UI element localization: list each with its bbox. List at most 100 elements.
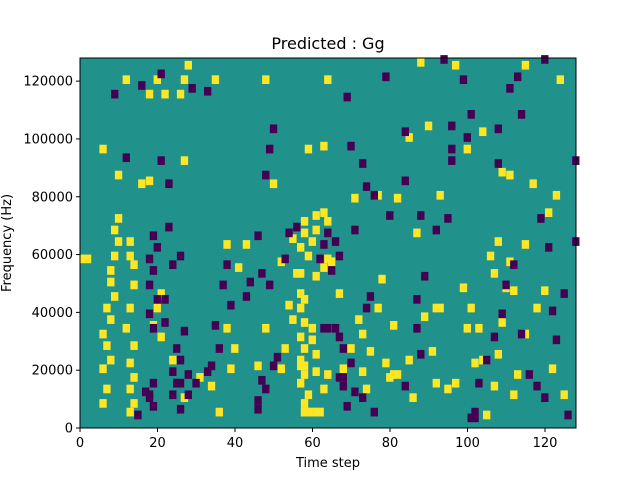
high-cell-151	[486, 251, 495, 261]
high-cell-21	[180, 156, 189, 165]
low-cell-55	[362, 303, 371, 313]
high-cell-134	[459, 283, 468, 293]
low-cell-20	[161, 295, 169, 304]
low-cell-101	[448, 156, 456, 165]
low-cell-105	[440, 55, 448, 64]
high-cells-group	[80, 58, 568, 420]
high-cell-161	[413, 228, 421, 238]
low-cell-86	[533, 381, 541, 391]
high-cell-95	[157, 289, 165, 298]
high-cell-25	[463, 144, 471, 154]
y-tick-label: 120000	[23, 75, 73, 90]
high-cell-6	[184, 60, 192, 70]
low-cell-58	[362, 182, 371, 191]
low-cell-108	[204, 86, 212, 96]
high-cell-30	[145, 176, 154, 186]
high-cell-26	[479, 127, 487, 137]
high-cell-55	[297, 332, 305, 342]
low-cell-67	[413, 323, 421, 333]
high-cell-98	[157, 332, 165, 342]
low-cell-66	[417, 349, 425, 359]
high-cell-130	[421, 312, 429, 322]
high-cell-54	[300, 318, 309, 327]
high-cell-63	[312, 349, 320, 359]
high-cell-123	[374, 303, 382, 313]
high-cell-42	[320, 208, 328, 217]
high-cell-48	[312, 271, 320, 281]
low-cell-42	[335, 251, 344, 261]
high-cell-7	[122, 75, 130, 85]
low-cell-3	[149, 266, 158, 275]
heatmap-background	[80, 58, 576, 428]
high-cell-143	[506, 257, 514, 267]
high-cell-3	[300, 407, 324, 417]
high-cell-118	[339, 364, 347, 374]
low-cell-90	[560, 289, 568, 298]
high-cell-65	[308, 323, 316, 333]
high-cell-163	[510, 286, 518, 296]
high-cell-115	[289, 315, 297, 324]
low-cell-121	[223, 260, 231, 270]
high-cell-14	[262, 75, 270, 85]
high-cell-89	[130, 341, 138, 350]
low-cell-97	[506, 84, 514, 93]
high-cell-34	[393, 193, 402, 203]
x-tick-label: 40	[227, 436, 244, 451]
high-cell-88	[122, 323, 130, 333]
high-cell-11	[161, 89, 169, 99]
high-cell-5	[297, 269, 305, 278]
low-cell-84	[517, 329, 526, 339]
low-cell-23	[165, 222, 173, 232]
high-cell-80	[114, 237, 123, 246]
high-cell-156	[297, 361, 309, 371]
low-cell-18	[149, 401, 158, 411]
low-cell-130	[173, 378, 185, 388]
high-cell-20	[99, 144, 107, 154]
low-cell-32	[207, 361, 216, 371]
low-cell-56	[366, 292, 375, 301]
y-tick-label: 100000	[23, 132, 73, 147]
high-cell-72	[103, 341, 111, 350]
high-cell-104	[223, 323, 231, 333]
low-cell-40	[324, 228, 332, 238]
high-cell-91	[130, 373, 138, 382]
high-cell-83	[126, 237, 134, 246]
high-cell-66	[320, 384, 328, 394]
low-cell-39	[316, 254, 324, 264]
high-cell-49	[320, 263, 328, 272]
high-cell-29	[138, 179, 146, 189]
high-cell-108	[242, 240, 251, 249]
high-cell-144	[510, 390, 518, 400]
high-cell-152	[494, 237, 502, 246]
low-cell-9	[176, 355, 185, 365]
low-cell-4	[145, 280, 154, 290]
low-cell-95	[537, 214, 545, 223]
low-cell-73	[448, 121, 456, 131]
low-cell-69	[421, 271, 429, 281]
low-cell-24	[219, 280, 227, 290]
low-cell-1	[153, 243, 161, 252]
low-cell-61	[343, 92, 351, 102]
low-cell-0	[149, 231, 158, 241]
high-cell-33	[374, 190, 382, 200]
low-cell-47	[339, 344, 347, 353]
low-cell-26	[242, 292, 251, 301]
low-cell-14	[184, 370, 192, 379]
low-cell-65	[401, 381, 409, 391]
high-cell-16	[417, 58, 425, 67]
low-cell-63	[386, 211, 394, 220]
low-cell-94	[545, 243, 553, 252]
high-cell-35	[436, 190, 444, 200]
low-cell-21	[169, 260, 177, 270]
high-cell-75	[103, 303, 111, 313]
low-cell-100	[463, 133, 471, 142]
high-cell-52	[300, 295, 309, 304]
high-cell-68	[99, 399, 107, 408]
high-cell-107	[235, 263, 243, 272]
high-cell-166	[452, 378, 460, 388]
low-cell-83	[510, 260, 518, 270]
high-cell-19	[556, 75, 564, 85]
chart-title: Predicted : Gg	[271, 34, 384, 53]
high-cell-67	[324, 370, 332, 379]
high-cell-154	[432, 303, 444, 313]
